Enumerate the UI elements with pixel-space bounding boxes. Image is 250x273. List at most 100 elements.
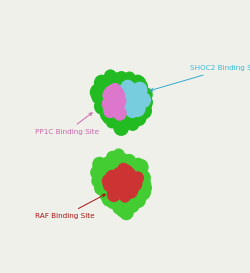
Circle shape — [119, 206, 131, 218]
Circle shape — [100, 190, 115, 206]
Circle shape — [122, 178, 136, 194]
Circle shape — [131, 102, 144, 116]
Circle shape — [114, 95, 129, 111]
Circle shape — [139, 176, 152, 190]
Circle shape — [128, 96, 144, 113]
Circle shape — [119, 199, 133, 214]
Circle shape — [104, 104, 119, 121]
Circle shape — [131, 109, 146, 126]
Text: SHOC2 Binding Site: SHOC2 Binding Site — [150, 66, 250, 91]
Circle shape — [127, 177, 142, 193]
Circle shape — [104, 182, 119, 198]
Circle shape — [104, 113, 118, 128]
Circle shape — [116, 69, 132, 87]
Circle shape — [123, 102, 135, 115]
Circle shape — [110, 174, 122, 188]
Text: PP1C Binding Site: PP1C Binding Site — [35, 113, 99, 135]
Circle shape — [139, 179, 153, 195]
Circle shape — [116, 189, 129, 203]
Circle shape — [130, 155, 146, 172]
Circle shape — [110, 168, 124, 183]
Circle shape — [118, 194, 132, 209]
Circle shape — [125, 172, 139, 187]
Circle shape — [98, 88, 111, 102]
Circle shape — [104, 195, 116, 208]
Circle shape — [124, 157, 138, 173]
Circle shape — [125, 195, 140, 212]
Circle shape — [112, 110, 124, 123]
Circle shape — [138, 97, 153, 113]
Circle shape — [93, 91, 107, 106]
Circle shape — [107, 186, 122, 203]
Circle shape — [101, 108, 115, 123]
Circle shape — [114, 174, 130, 192]
Circle shape — [125, 109, 139, 125]
Circle shape — [124, 92, 140, 109]
Circle shape — [96, 100, 109, 113]
Circle shape — [135, 83, 148, 97]
Circle shape — [118, 120, 131, 133]
Circle shape — [94, 159, 107, 173]
Circle shape — [108, 155, 122, 170]
Circle shape — [115, 163, 128, 178]
Circle shape — [125, 182, 138, 196]
Circle shape — [91, 86, 103, 99]
Circle shape — [124, 82, 138, 97]
Circle shape — [138, 87, 153, 103]
Circle shape — [112, 193, 124, 206]
Circle shape — [111, 165, 127, 183]
Circle shape — [98, 171, 110, 184]
Circle shape — [119, 164, 132, 179]
Circle shape — [110, 180, 125, 196]
Circle shape — [129, 184, 143, 199]
Circle shape — [124, 184, 136, 197]
Circle shape — [113, 199, 126, 213]
Circle shape — [131, 191, 147, 208]
Circle shape — [130, 83, 143, 97]
Circle shape — [112, 184, 128, 200]
Circle shape — [100, 105, 116, 121]
Circle shape — [137, 94, 153, 111]
Circle shape — [118, 92, 131, 106]
Circle shape — [122, 72, 135, 85]
Circle shape — [110, 183, 124, 199]
Circle shape — [116, 200, 130, 217]
Circle shape — [138, 95, 150, 109]
Circle shape — [112, 108, 124, 121]
Text: RAF Binding Site: RAF Binding Site — [35, 194, 105, 219]
Circle shape — [133, 78, 146, 91]
Circle shape — [116, 120, 129, 134]
Circle shape — [92, 171, 107, 188]
Circle shape — [101, 177, 116, 193]
Circle shape — [106, 150, 119, 165]
Circle shape — [118, 168, 130, 182]
Circle shape — [108, 92, 120, 105]
Circle shape — [106, 175, 118, 188]
Circle shape — [108, 87, 121, 102]
Circle shape — [96, 166, 112, 182]
Circle shape — [110, 83, 123, 98]
Circle shape — [109, 180, 122, 194]
Circle shape — [117, 112, 132, 129]
Circle shape — [94, 182, 107, 196]
Circle shape — [126, 115, 142, 132]
Circle shape — [131, 75, 144, 90]
Circle shape — [114, 95, 128, 111]
Circle shape — [103, 90, 116, 104]
Circle shape — [135, 163, 148, 177]
Circle shape — [128, 173, 142, 188]
Circle shape — [109, 102, 123, 117]
Circle shape — [137, 169, 150, 183]
Circle shape — [101, 173, 114, 187]
Circle shape — [129, 166, 143, 181]
Circle shape — [132, 90, 148, 108]
Circle shape — [135, 175, 147, 188]
Circle shape — [106, 89, 118, 103]
Circle shape — [124, 76, 138, 91]
Circle shape — [122, 81, 136, 97]
Circle shape — [135, 185, 150, 201]
Circle shape — [118, 172, 133, 188]
Circle shape — [124, 87, 138, 102]
Circle shape — [112, 99, 126, 114]
Circle shape — [105, 70, 119, 85]
